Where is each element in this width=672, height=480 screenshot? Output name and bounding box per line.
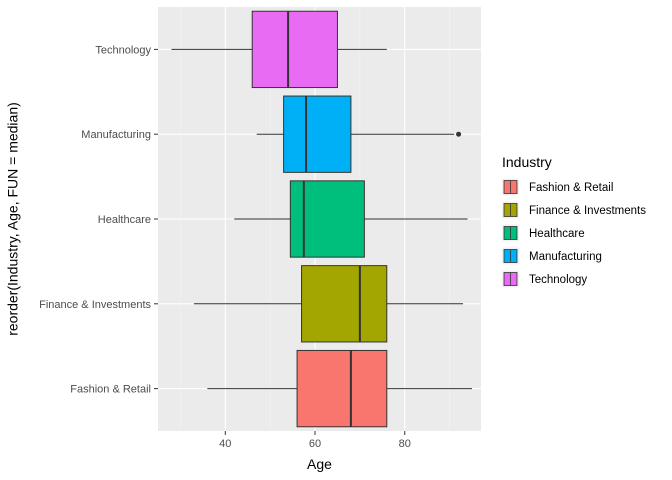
- box-finance-investments: [193, 265, 464, 343]
- legend-label: Manufacturing: [529, 251, 602, 263]
- legend-item: Manufacturing: [502, 247, 602, 265]
- y-axis-title: reorder(Industry, Age, FUN = median): [5, 102, 21, 336]
- legend-label: Finance & Investments: [529, 205, 646, 217]
- legend-item: Technology: [502, 270, 587, 288]
- y-tick-label: Manufacturing: [81, 129, 151, 141]
- box-layer: [171, 10, 473, 428]
- box-iqr: [251, 10, 338, 89]
- x-axis-title: Age: [307, 456, 332, 472]
- legend-label: Healthcare: [529, 228, 585, 240]
- legend-label: Fashion & Retail: [529, 182, 613, 194]
- box-iqr: [301, 265, 388, 343]
- box-manufacturing: [256, 95, 462, 173]
- legend-label: Technology: [529, 274, 587, 286]
- x-tick-label: 60: [309, 438, 321, 450]
- y-tick-label: Finance & Investments: [39, 299, 151, 311]
- x-tick-label: 40: [219, 438, 231, 450]
- y-tick-label: Fashion & Retail: [70, 384, 151, 396]
- legend-title: Industry: [502, 154, 552, 170]
- box-iqr: [283, 95, 352, 173]
- y-tick-label: Technology: [95, 44, 151, 56]
- box-iqr: [296, 349, 388, 428]
- legend: Industry Fashion & Retail Finance & Inves…: [502, 154, 646, 288]
- outlier-point: [456, 131, 462, 137]
- y-axis-ticks: Fashion & Retail Finance & Investments Hea…: [39, 44, 158, 396]
- box-healthcare: [234, 180, 468, 258]
- legend-item: Healthcare: [502, 224, 585, 242]
- x-axis-ticks: 40 60 80: [219, 431, 411, 450]
- box-technology: [171, 10, 387, 89]
- y-tick-label: Healthcare: [98, 214, 151, 226]
- x-tick-label: 80: [399, 438, 411, 450]
- box-fashion-retail: [207, 349, 473, 428]
- legend-item: Fashion & Retail: [502, 178, 613, 196]
- box-iqr: [289, 180, 365, 258]
- legend-item: Finance & Investments: [502, 201, 646, 219]
